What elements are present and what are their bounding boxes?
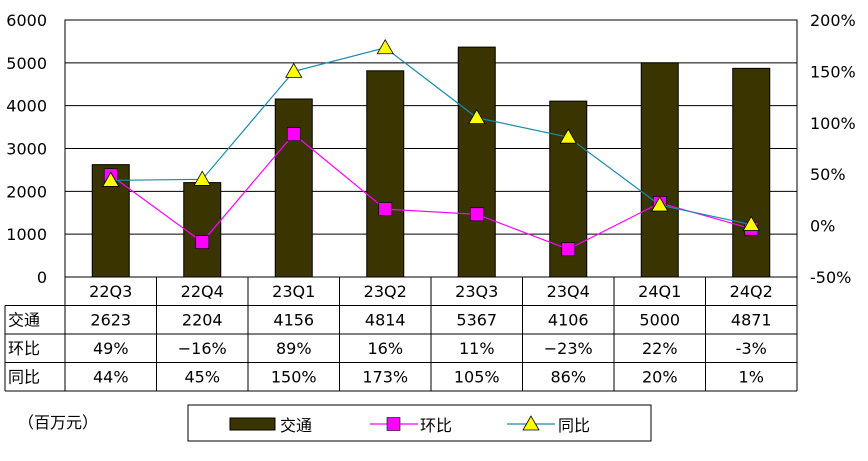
legend-label: 交通 bbox=[280, 416, 312, 435]
category-label: 24Q2 bbox=[730, 282, 773, 301]
series-line bbox=[110, 133, 752, 250]
table-cell: 2204 bbox=[182, 311, 223, 330]
legend-square-marker bbox=[386, 417, 401, 431]
left-axis-tick-label: 4000 bbox=[6, 97, 47, 116]
category-label: 22Q4 bbox=[181, 282, 224, 301]
bar bbox=[274, 98, 313, 278]
row-header: 同比 bbox=[8, 368, 40, 387]
table-cell: −23% bbox=[544, 339, 593, 358]
category-label: 24Q1 bbox=[638, 282, 681, 301]
line-series bbox=[102, 38, 760, 257]
table-cell: 5000 bbox=[639, 311, 680, 330]
bar bbox=[732, 67, 771, 278]
triangle-marker bbox=[376, 38, 394, 55]
triangle-marker bbox=[102, 171, 120, 187]
category-label: 23Q3 bbox=[455, 282, 498, 301]
table-cell: 4871 bbox=[731, 311, 772, 330]
triangle-marker bbox=[193, 170, 211, 186]
table-cell: 5367 bbox=[456, 311, 497, 330]
square-marker bbox=[561, 242, 576, 257]
row-header: 环比 bbox=[8, 339, 40, 358]
table-cell: -3% bbox=[736, 339, 767, 358]
table-cell: 105% bbox=[454, 368, 500, 387]
right-axis-tick-label: 50% bbox=[810, 165, 846, 184]
square-marker bbox=[195, 235, 210, 249]
left-axis-tick-label: 0 bbox=[37, 268, 47, 287]
table-cell: 11% bbox=[459, 339, 495, 358]
triangle-marker bbox=[742, 215, 760, 231]
category-label: 22Q3 bbox=[89, 282, 132, 301]
category-label: 23Q2 bbox=[364, 282, 407, 301]
table-cell: 4814 bbox=[365, 311, 406, 330]
row-header: 交通 bbox=[8, 311, 40, 330]
right-axis-tick-label: -50% bbox=[810, 268, 851, 287]
table-cell: 16% bbox=[367, 339, 403, 358]
table-cell: 89% bbox=[276, 339, 312, 358]
table-cell: 44% bbox=[93, 368, 129, 387]
gridlines bbox=[65, 62, 797, 235]
triangle-marker bbox=[559, 128, 577, 144]
square-marker bbox=[286, 127, 301, 141]
left-axis-tick-label: 2000 bbox=[6, 182, 47, 201]
left-axis-tick-label: 1000 bbox=[6, 225, 47, 244]
triangle-marker bbox=[285, 62, 303, 78]
table-cell: 49% bbox=[93, 339, 129, 358]
triangle-marker bbox=[651, 196, 669, 212]
legend-label: 同比 bbox=[558, 416, 590, 435]
table-cell: 4106 bbox=[548, 311, 589, 330]
left-axis-tick-label: 5000 bbox=[6, 54, 47, 73]
square-marker bbox=[378, 202, 393, 216]
table-cell: 173% bbox=[362, 368, 408, 387]
category-label: 23Q1 bbox=[272, 282, 315, 301]
right-axis-tick-label: 150% bbox=[810, 62, 856, 81]
bar bbox=[640, 62, 679, 278]
table-cell: 22% bbox=[642, 339, 678, 358]
triangle-marker bbox=[468, 108, 486, 125]
square-marker bbox=[469, 207, 484, 222]
bar bbox=[183, 182, 222, 278]
left-axis-tick-label: 3000 bbox=[6, 140, 47, 159]
table-cell: 150% bbox=[271, 368, 317, 387]
table-cell: 4156 bbox=[273, 311, 314, 330]
category-label: 23Q4 bbox=[547, 282, 590, 301]
table-cell: −16% bbox=[178, 339, 227, 358]
table-cell: 86% bbox=[550, 368, 586, 387]
unit-label: （百万元） bbox=[18, 413, 98, 432]
table-cell: 45% bbox=[184, 368, 220, 387]
bar bbox=[457, 46, 496, 278]
legend: 交通 环比 同比 bbox=[187, 404, 652, 442]
right-axis-tick-label: 200% bbox=[810, 11, 856, 30]
right-axis-tick-label: 100% bbox=[810, 114, 856, 133]
legend-triangle-marker bbox=[522, 415, 540, 431]
right-axis-tick-label: 0% bbox=[810, 217, 835, 236]
table-cell: 2623 bbox=[90, 311, 131, 330]
table-cell: 20% bbox=[642, 368, 678, 387]
bar-series bbox=[91, 46, 771, 278]
bar bbox=[366, 70, 405, 278]
left-axis-tick-label: 6000 bbox=[6, 11, 47, 30]
legend-label: 环比 bbox=[420, 416, 452, 435]
table-cell: 1% bbox=[739, 368, 764, 387]
series-line bbox=[110, 47, 752, 226]
legend-bar-swatch bbox=[229, 417, 276, 431]
data-table: 22Q3 22Q4 23Q1 23Q2 23Q3 23Q4 24Q1 24Q2 交通 2623 22… bbox=[4, 276, 798, 392]
